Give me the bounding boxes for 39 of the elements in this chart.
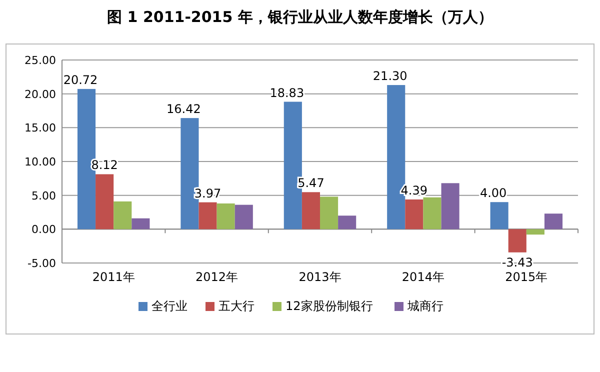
- data-label: -3.43: [502, 255, 533, 270]
- bar: [302, 192, 320, 230]
- data-label: 16.42: [166, 102, 201, 116]
- bar: [132, 218, 150, 230]
- x-tick-label: 2014年: [402, 270, 444, 284]
- y-tick-label: 0.00: [32, 223, 56, 236]
- y-tick-label: 25.00: [24, 54, 56, 67]
- data-label: 18.83: [270, 86, 304, 100]
- bar: [234, 204, 253, 230]
- y-tick-label: -5.00: [28, 257, 56, 270]
- data-label: 21.30: [372, 69, 408, 84]
- legend-label: 五大行: [218, 299, 254, 313]
- x-tick-label: 2013年: [298, 270, 342, 284]
- bar: [96, 174, 114, 230]
- legend-label: 城商行: [406, 299, 444, 313]
- bar: [508, 229, 526, 252]
- x-tick-label: 2012年: [196, 270, 238, 284]
- bar: [198, 202, 217, 230]
- data-label: 4.00: [480, 186, 507, 200]
- y-tick-label: 5.00: [32, 189, 56, 202]
- bar: [441, 183, 460, 230]
- y-tick-label: 20.00: [24, 88, 56, 101]
- legend-label: 12家股份制银行: [286, 299, 373, 313]
- y-tick-label: 15.00: [24, 122, 56, 135]
- chart-title: 图 1 2011-2015 年，银行业从业人数年度增长（万人）: [107, 8, 493, 26]
- bar: [338, 216, 356, 230]
- bar: [405, 199, 424, 230]
- bar: [490, 202, 508, 230]
- bar: [526, 229, 544, 235]
- y-tick-label: 10.00: [24, 156, 56, 168]
- x-tick-label: 2011年: [92, 270, 135, 284]
- bar: [114, 201, 132, 230]
- legend-label: 全行业: [152, 299, 188, 313]
- data-label: 20.72: [63, 72, 98, 87]
- bar: [544, 214, 563, 230]
- bar: [423, 197, 442, 230]
- x-tick-label: 2015年: [505, 270, 548, 284]
- bar: [216, 203, 235, 230]
- bar: [320, 196, 338, 230]
